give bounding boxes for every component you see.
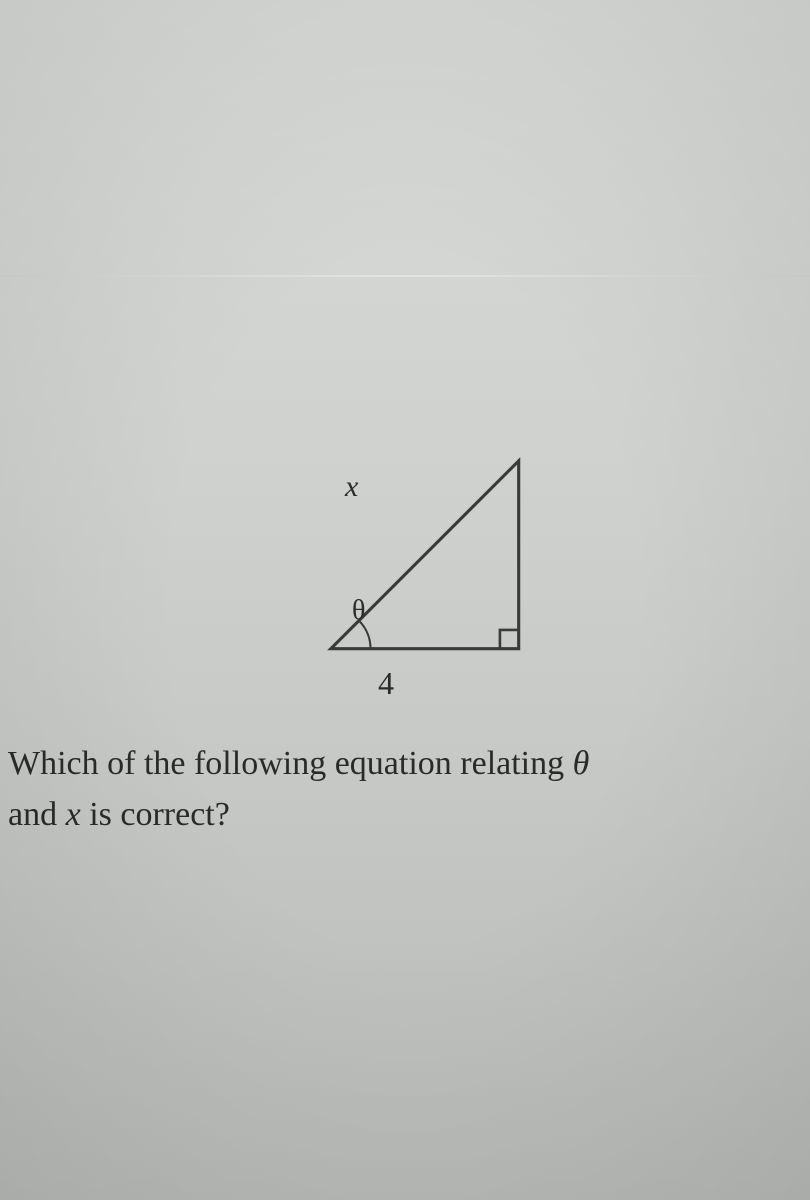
page-divider: [0, 275, 810, 277]
question-line2-suffix: is correct?: [81, 796, 230, 833]
question-theta: θ: [573, 745, 590, 782]
triangle-diagram: [290, 440, 570, 680]
right-angle-marker: [500, 630, 519, 649]
hypotenuse-label: x: [345, 470, 358, 504]
question-x: x: [66, 796, 81, 833]
triangle-svg: [290, 440, 570, 680]
question-line2-prefix: and: [8, 796, 66, 833]
adjacent-label: 4: [378, 665, 394, 702]
question-line1-prefix: Which of the following equation relating: [8, 745, 573, 782]
question-text: Which of the following equation relating…: [0, 738, 810, 840]
angle-label: θ: [352, 595, 365, 627]
